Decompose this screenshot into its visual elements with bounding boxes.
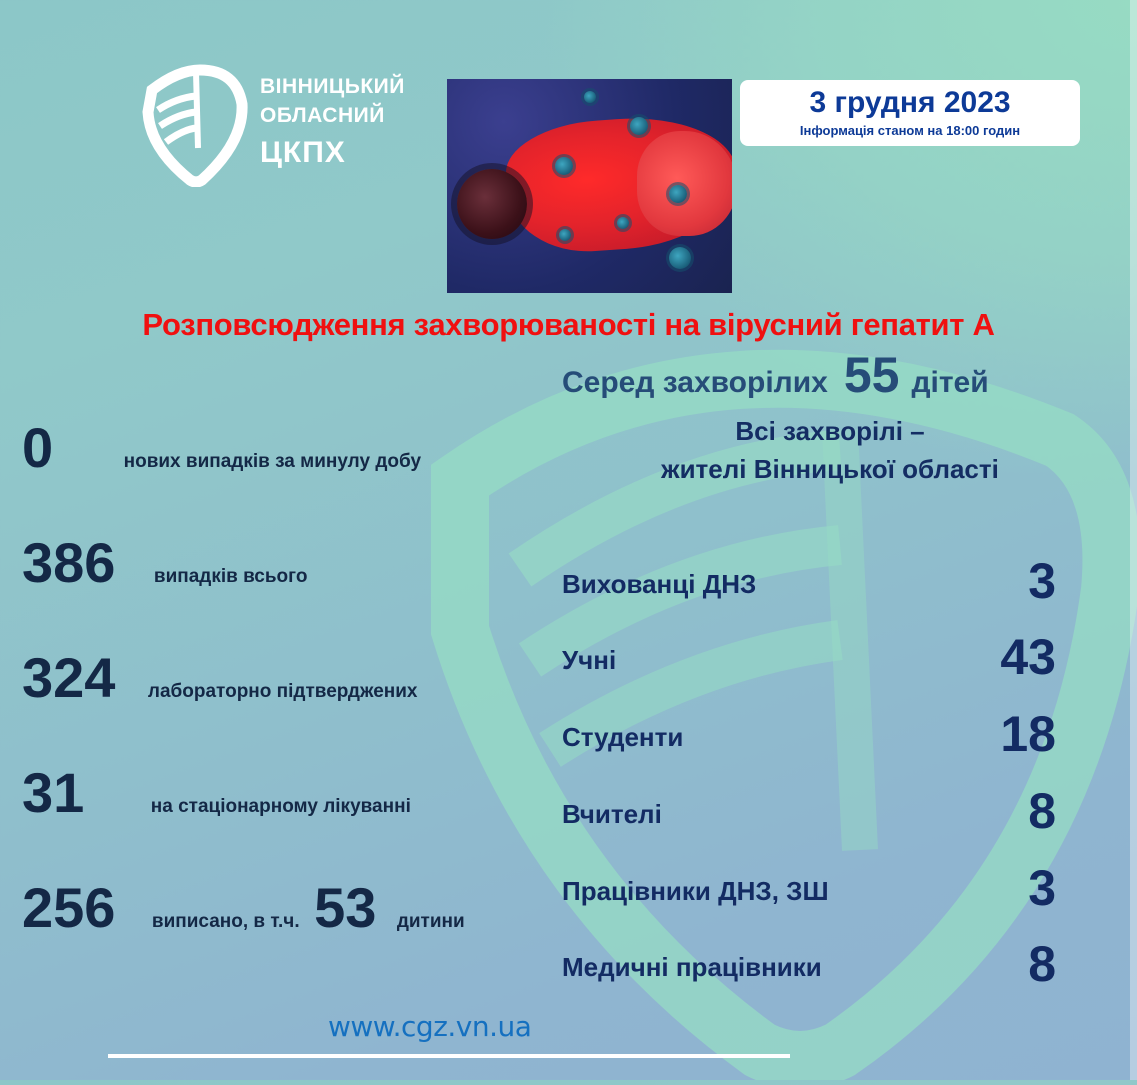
date-card: 3 грудня 2023 Інформація станом на 18:00… — [740, 80, 1080, 146]
category-value: 18 — [1000, 706, 1056, 762]
category-value: 8 — [1028, 936, 1056, 992]
residents-line2: жителі Вінницької області — [661, 454, 999, 484]
category-value: 8 — [1028, 783, 1056, 839]
category-label: Медичні працівники — [562, 952, 822, 982]
page-title: Розповсюдження захворюваності на вірусни… — [142, 307, 995, 342]
report-date: 3 грудня 2023 — [809, 86, 1011, 119]
virus-icon — [457, 169, 527, 239]
stat-total-cases: 386 випадків всього — [22, 535, 307, 591]
shield-heart-logo-icon — [142, 64, 248, 187]
virus-icon — [617, 217, 629, 229]
stat-hospitalized: 31 на стаціонарному лікуванні — [22, 765, 411, 821]
stat-new-cases: 0 нових випадків за минулу добу — [22, 420, 421, 476]
stat-label: на стаціонарному лікуванні — [150, 796, 411, 817]
category-label: Працівники ДНЗ, ЗШ — [562, 876, 829, 906]
category-row: Студенти 18 — [562, 699, 1062, 759]
category-row: Учні 43 — [562, 622, 1062, 682]
category-row: Працівники ДНЗ, ЗШ 3 — [562, 853, 1062, 913]
children-suffix: дітей — [911, 366, 989, 399]
hepatitis-illustration — [447, 79, 732, 293]
virus-icon — [555, 157, 573, 175]
residents-line1: Всі захворілі – — [735, 416, 925, 446]
category-label: Вчителі — [562, 799, 662, 829]
category-label: Учні — [562, 645, 617, 675]
stat-value: 0 — [22, 416, 54, 479]
edge-strip — [1130, 0, 1137, 1080]
category-row: Вихованці ДНЗ 3 — [562, 546, 1062, 606]
org-name-line2: ОБЛАСНИЙ — [260, 104, 385, 127]
category-row: Медичні працівники 8 — [562, 929, 1062, 989]
org-name-line1: ВІННИЦЬКИЙ — [260, 75, 405, 98]
stat-lab-confirmed: 324 лабораторно підтверджених — [22, 650, 418, 706]
category-row: Вчителі 8 — [562, 776, 1062, 836]
virus-icon — [584, 91, 596, 103]
stat-label: випадків всього — [153, 566, 308, 587]
org-name-line3: ЦКПХ — [260, 136, 346, 169]
stat-sub-value: 53 — [314, 876, 377, 939]
footer-divider — [108, 1054, 790, 1058]
virus-icon — [669, 185, 687, 203]
stat-value: 31 — [22, 761, 85, 824]
residents-note: Всі захворілі – жителі Вінницької област… — [560, 412, 1100, 488]
children-value: 55 — [843, 347, 900, 403]
stat-label: нових випадків за минулу добу — [123, 451, 422, 472]
stat-value: 386 — [22, 531, 116, 594]
category-label: Вихованці ДНЗ — [562, 569, 757, 599]
category-value: 43 — [1000, 629, 1056, 685]
virus-icon — [630, 117, 648, 135]
category-label: Студенти — [562, 722, 684, 752]
children-prefix: Серед захворілих — [562, 366, 828, 399]
stat-label: виписано, в т.ч. — [151, 911, 300, 932]
organization-logo: ВІННИЦЬКИЙ ОБЛАСНИЙ ЦКПХ — [138, 62, 428, 192]
report-time-note: Інформація станом на 18:00 годин — [799, 123, 1021, 138]
virus-icon — [669, 247, 691, 269]
virus-icon — [559, 229, 571, 241]
stat-sub-label: дитини — [396, 911, 465, 932]
stat-value: 324 — [22, 646, 116, 709]
website-link[interactable]: www.cgz.vn.ua — [328, 1010, 532, 1043]
liver-lobe-shape — [637, 131, 732, 236]
children-count: Серед захворілих 55 дітей — [562, 346, 989, 404]
stat-discharged: 256 виписано, в т.ч. 53 дитини — [22, 880, 465, 936]
category-value: 3 — [1028, 553, 1056, 609]
stat-value: 256 — [22, 876, 116, 939]
category-value: 3 — [1028, 860, 1056, 916]
stat-label: лабораторно підтверджених — [147, 681, 418, 702]
